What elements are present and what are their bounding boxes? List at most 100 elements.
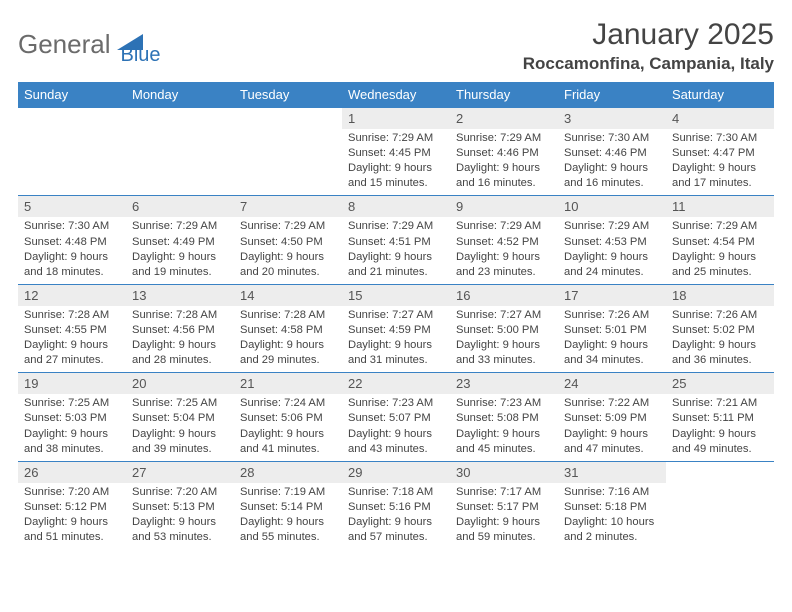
day-details: Sunrise: 7:29 AMSunset: 4:50 PMDaylight:… — [234, 217, 342, 283]
day-number: 17 — [558, 285, 666, 306]
day-number: 2 — [450, 108, 558, 129]
calendar-day-cell: 26Sunrise: 7:20 AMSunset: 5:12 PMDayligh… — [18, 461, 126, 549]
day-details: Sunrise: 7:24 AMSunset: 5:06 PMDaylight:… — [234, 394, 342, 460]
calendar-day-cell: 2Sunrise: 7:29 AMSunset: 4:46 PMDaylight… — [450, 108, 558, 196]
calendar-day-cell: 25Sunrise: 7:21 AMSunset: 5:11 PMDayligh… — [666, 373, 774, 461]
day-number: 22 — [342, 373, 450, 394]
day-number: 29 — [342, 462, 450, 483]
day-number: 16 — [450, 285, 558, 306]
day-details: Sunrise: 7:20 AMSunset: 5:13 PMDaylight:… — [126, 483, 234, 549]
day-details: Sunrise: 7:16 AMSunset: 5:18 PMDaylight:… — [558, 483, 666, 549]
title-block: January 2025 Roccamonfina, Campania, Ita… — [523, 18, 774, 74]
weekday-header: Tuesday — [234, 82, 342, 108]
day-details: Sunrise: 7:22 AMSunset: 5:09 PMDaylight:… — [558, 394, 666, 460]
calendar-day-cell: 27Sunrise: 7:20 AMSunset: 5:13 PMDayligh… — [126, 461, 234, 549]
calendar-week-row: 12Sunrise: 7:28 AMSunset: 4:55 PMDayligh… — [18, 284, 774, 372]
day-number: 27 — [126, 462, 234, 483]
calendar-day-cell: 29Sunrise: 7:18 AMSunset: 5:16 PMDayligh… — [342, 461, 450, 549]
calendar-day-cell: 23Sunrise: 7:23 AMSunset: 5:08 PMDayligh… — [450, 373, 558, 461]
day-number: 6 — [126, 196, 234, 217]
day-details: Sunrise: 7:29 AMSunset: 4:45 PMDaylight:… — [342, 129, 450, 195]
calendar-day-cell: 5Sunrise: 7:30 AMSunset: 4:48 PMDaylight… — [18, 196, 126, 284]
day-details: Sunrise: 7:29 AMSunset: 4:53 PMDaylight:… — [558, 217, 666, 283]
day-details: Sunrise: 7:20 AMSunset: 5:12 PMDaylight:… — [18, 483, 126, 549]
day-details: Sunrise: 7:30 AMSunset: 4:47 PMDaylight:… — [666, 129, 774, 195]
day-details: Sunrise: 7:27 AMSunset: 5:00 PMDaylight:… — [450, 306, 558, 372]
day-number: 14 — [234, 285, 342, 306]
calendar-day-cell: 13Sunrise: 7:28 AMSunset: 4:56 PMDayligh… — [126, 284, 234, 372]
logo-text-blue: Blue — [121, 44, 161, 67]
day-number: 24 — [558, 373, 666, 394]
weekday-header: Wednesday — [342, 82, 450, 108]
calendar-day-cell: 31Sunrise: 7:16 AMSunset: 5:18 PMDayligh… — [558, 461, 666, 549]
calendar-day-cell: 9Sunrise: 7:29 AMSunset: 4:52 PMDaylight… — [450, 196, 558, 284]
calendar-day-cell — [18, 108, 126, 196]
day-details: Sunrise: 7:29 AMSunset: 4:46 PMDaylight:… — [450, 129, 558, 195]
day-details: Sunrise: 7:25 AMSunset: 5:03 PMDaylight:… — [18, 394, 126, 460]
day-number: 10 — [558, 196, 666, 217]
calendar-day-cell: 12Sunrise: 7:28 AMSunset: 4:55 PMDayligh… — [18, 284, 126, 372]
day-number: 25 — [666, 373, 774, 394]
calendar-day-cell: 21Sunrise: 7:24 AMSunset: 5:06 PMDayligh… — [234, 373, 342, 461]
header: General Blue January 2025 Roccamonfina, … — [18, 18, 774, 74]
location-label: Roccamonfina, Campania, Italy — [523, 54, 774, 74]
calendar-day-cell: 19Sunrise: 7:25 AMSunset: 5:03 PMDayligh… — [18, 373, 126, 461]
day-details: Sunrise: 7:17 AMSunset: 5:17 PMDaylight:… — [450, 483, 558, 549]
weekday-header: Monday — [126, 82, 234, 108]
day-number: 8 — [342, 196, 450, 217]
day-number: 11 — [666, 196, 774, 217]
day-details: Sunrise: 7:23 AMSunset: 5:08 PMDaylight:… — [450, 394, 558, 460]
day-number: 21 — [234, 373, 342, 394]
day-details: Sunrise: 7:30 AMSunset: 4:48 PMDaylight:… — [18, 217, 126, 283]
calendar-day-cell: 3Sunrise: 7:30 AMSunset: 4:46 PMDaylight… — [558, 108, 666, 196]
calendar-day-cell: 14Sunrise: 7:28 AMSunset: 4:58 PMDayligh… — [234, 284, 342, 372]
day-details: Sunrise: 7:26 AMSunset: 5:01 PMDaylight:… — [558, 306, 666, 372]
day-details: Sunrise: 7:30 AMSunset: 4:46 PMDaylight:… — [558, 129, 666, 195]
calendar-day-cell — [126, 108, 234, 196]
day-details: Sunrise: 7:29 AMSunset: 4:52 PMDaylight:… — [450, 217, 558, 283]
day-number: 3 — [558, 108, 666, 129]
day-number: 1 — [342, 108, 450, 129]
day-details: Sunrise: 7:21 AMSunset: 5:11 PMDaylight:… — [666, 394, 774, 460]
calendar-day-cell — [234, 108, 342, 196]
day-details: Sunrise: 7:27 AMSunset: 4:59 PMDaylight:… — [342, 306, 450, 372]
weekday-header: Sunday — [18, 82, 126, 108]
day-details: Sunrise: 7:18 AMSunset: 5:16 PMDaylight:… — [342, 483, 450, 549]
calendar-day-cell: 15Sunrise: 7:27 AMSunset: 4:59 PMDayligh… — [342, 284, 450, 372]
calendar-day-cell: 7Sunrise: 7:29 AMSunset: 4:50 PMDaylight… — [234, 196, 342, 284]
calendar-week-row: 1Sunrise: 7:29 AMSunset: 4:45 PMDaylight… — [18, 108, 774, 196]
calendar-day-cell: 8Sunrise: 7:29 AMSunset: 4:51 PMDaylight… — [342, 196, 450, 284]
calendar-table: Sunday Monday Tuesday Wednesday Thursday… — [18, 82, 774, 549]
calendar-day-cell: 1Sunrise: 7:29 AMSunset: 4:45 PMDaylight… — [342, 108, 450, 196]
day-number: 9 — [450, 196, 558, 217]
logo: General Blue — [18, 22, 161, 67]
calendar-day-cell: 30Sunrise: 7:17 AMSunset: 5:17 PMDayligh… — [450, 461, 558, 549]
calendar-day-cell: 20Sunrise: 7:25 AMSunset: 5:04 PMDayligh… — [126, 373, 234, 461]
calendar-day-cell: 6Sunrise: 7:29 AMSunset: 4:49 PMDaylight… — [126, 196, 234, 284]
day-details: Sunrise: 7:28 AMSunset: 4:55 PMDaylight:… — [18, 306, 126, 372]
calendar-week-row: 26Sunrise: 7:20 AMSunset: 5:12 PMDayligh… — [18, 461, 774, 549]
day-number: 19 — [18, 373, 126, 394]
day-number: 18 — [666, 285, 774, 306]
day-details: Sunrise: 7:28 AMSunset: 4:58 PMDaylight:… — [234, 306, 342, 372]
day-number: 28 — [234, 462, 342, 483]
calendar-day-cell: 17Sunrise: 7:26 AMSunset: 5:01 PMDayligh… — [558, 284, 666, 372]
weekday-header-row: Sunday Monday Tuesday Wednesday Thursday… — [18, 82, 774, 108]
month-title: January 2025 — [523, 18, 774, 52]
calendar-day-cell: 4Sunrise: 7:30 AMSunset: 4:47 PMDaylight… — [666, 108, 774, 196]
calendar-day-cell: 16Sunrise: 7:27 AMSunset: 5:00 PMDayligh… — [450, 284, 558, 372]
day-number: 30 — [450, 462, 558, 483]
calendar-day-cell: 22Sunrise: 7:23 AMSunset: 5:07 PMDayligh… — [342, 373, 450, 461]
day-number: 13 — [126, 285, 234, 306]
day-details: Sunrise: 7:29 AMSunset: 4:49 PMDaylight:… — [126, 217, 234, 283]
weekday-header: Thursday — [450, 82, 558, 108]
calendar-day-cell: 11Sunrise: 7:29 AMSunset: 4:54 PMDayligh… — [666, 196, 774, 284]
day-number: 15 — [342, 285, 450, 306]
day-details: Sunrise: 7:29 AMSunset: 4:54 PMDaylight:… — [666, 217, 774, 283]
day-number: 4 — [666, 108, 774, 129]
day-number: 5 — [18, 196, 126, 217]
day-details: Sunrise: 7:26 AMSunset: 5:02 PMDaylight:… — [666, 306, 774, 372]
day-details: Sunrise: 7:29 AMSunset: 4:51 PMDaylight:… — [342, 217, 450, 283]
weekday-header: Saturday — [666, 82, 774, 108]
day-number: 12 — [18, 285, 126, 306]
